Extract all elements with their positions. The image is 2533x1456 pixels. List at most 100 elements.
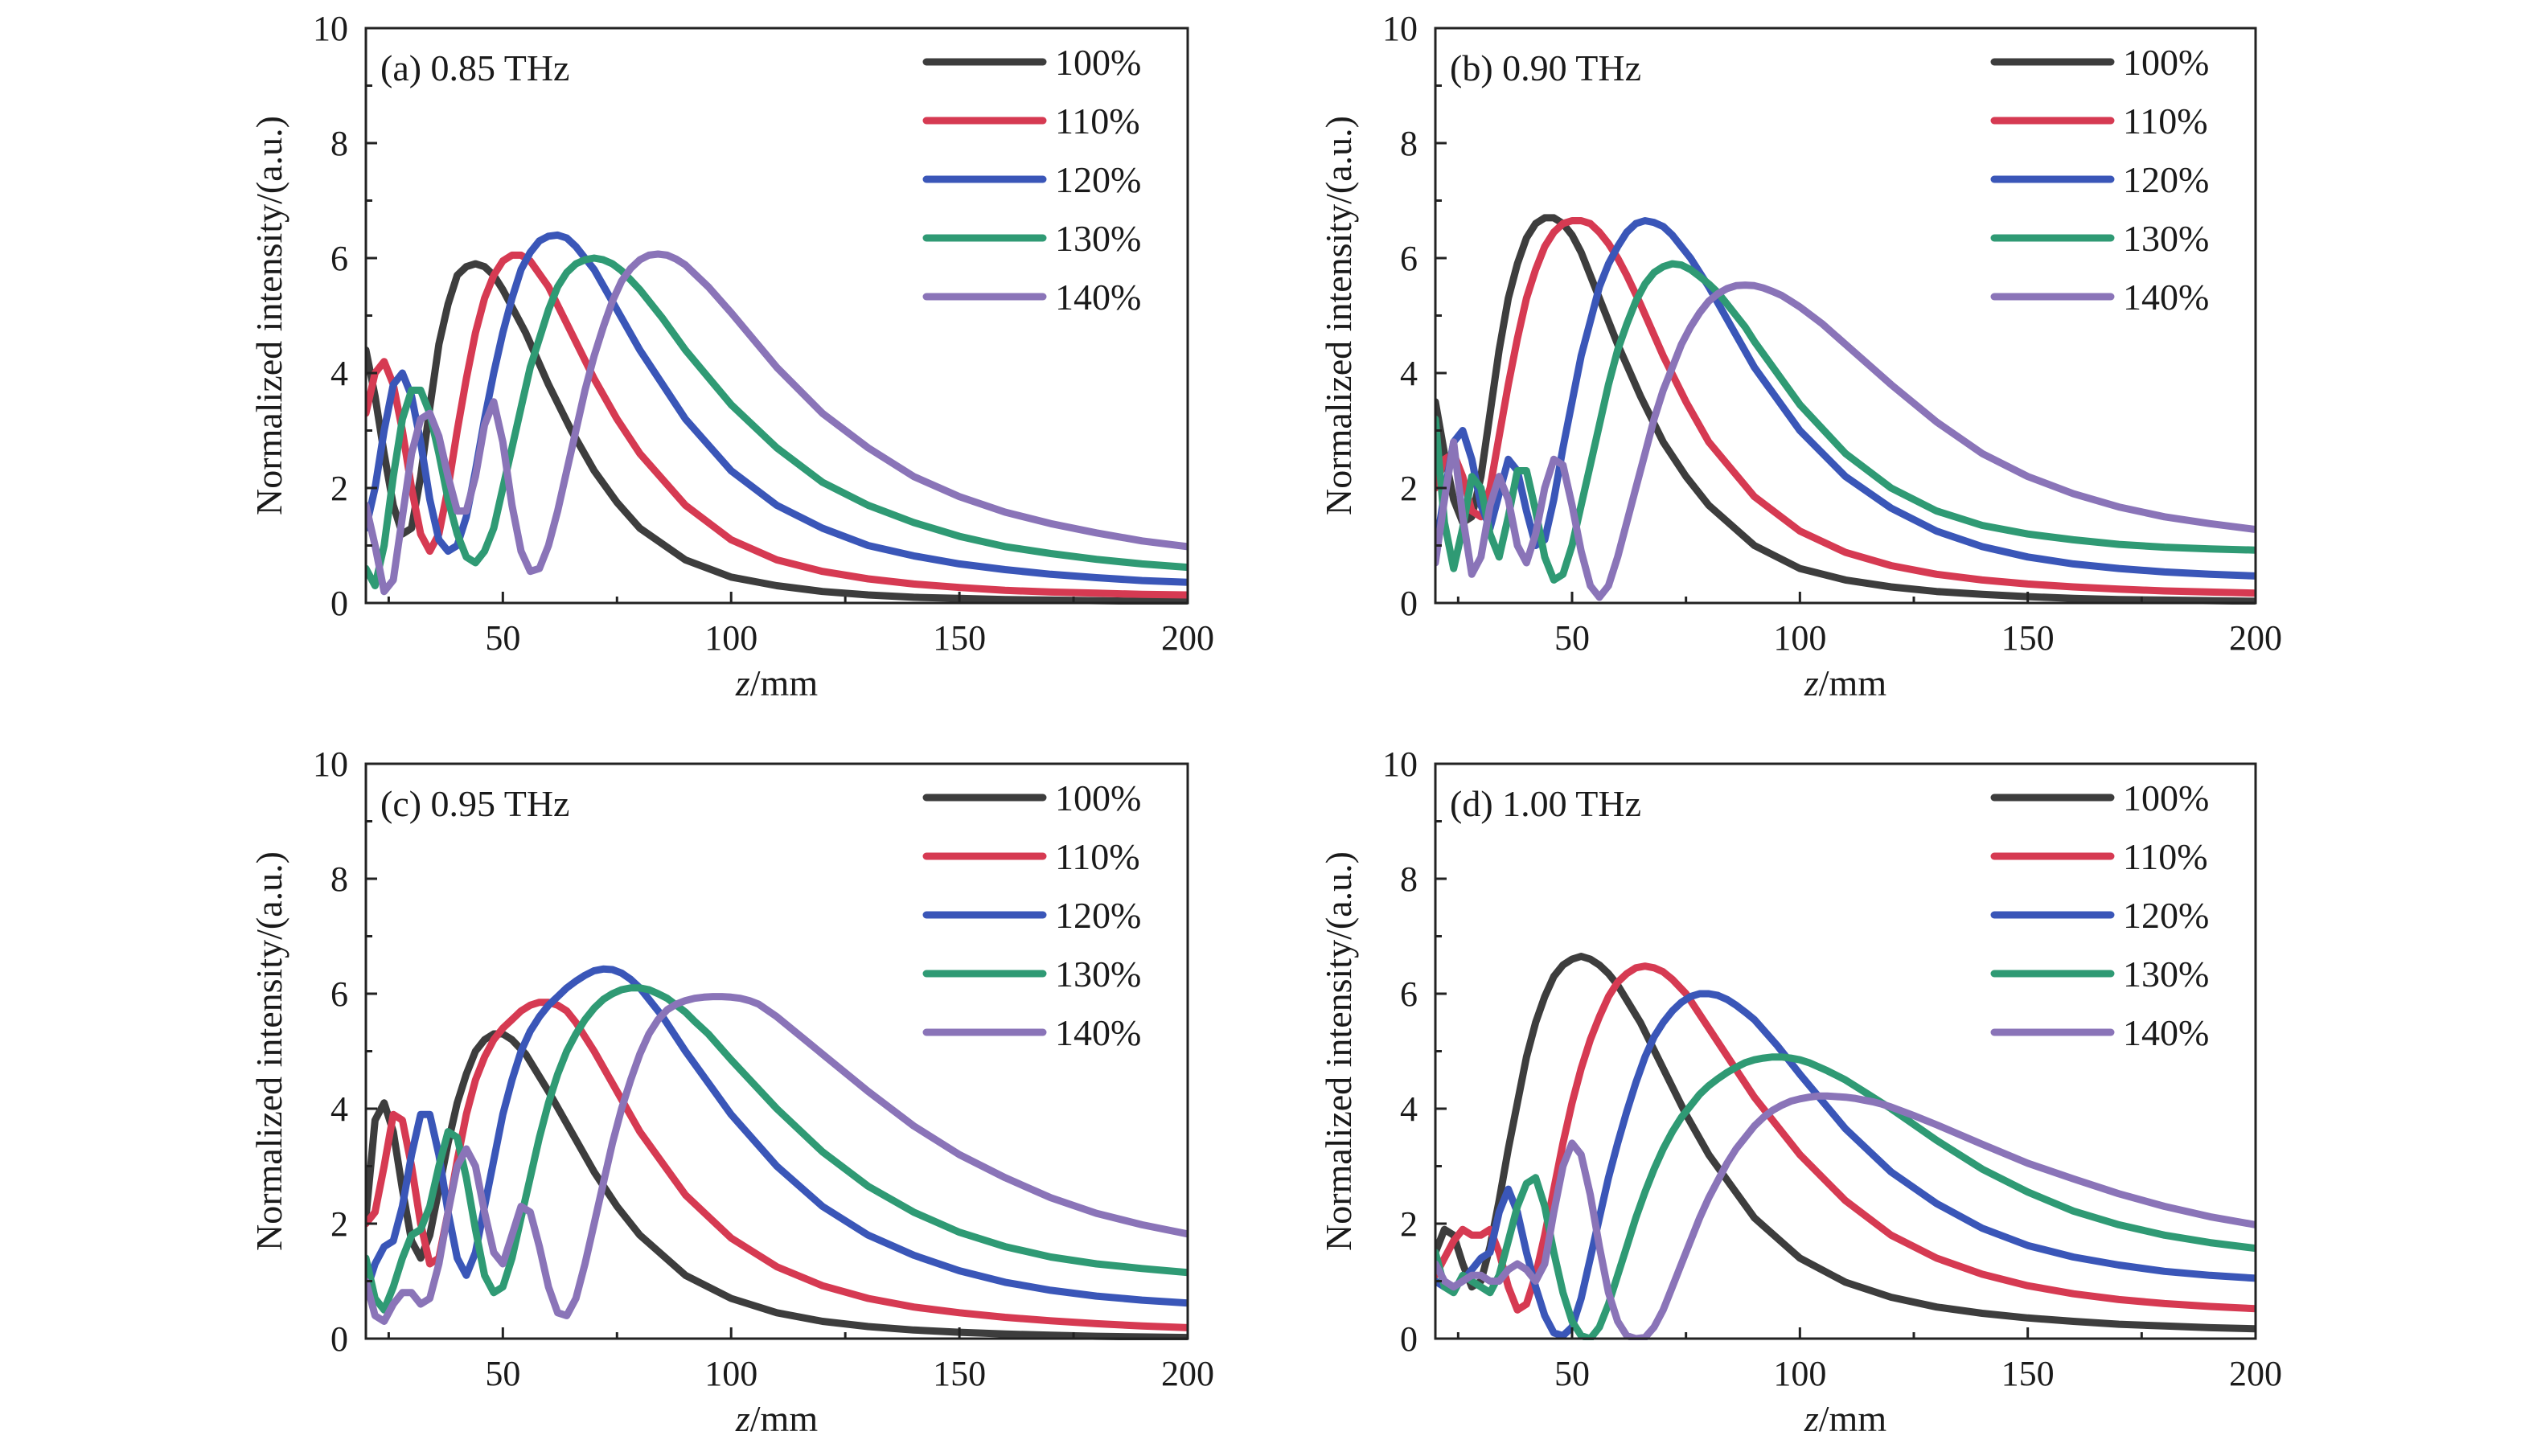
y-tick-label: 10 — [313, 9, 348, 48]
legend-label: 130% — [1055, 954, 1141, 995]
y-tick-label: 2 — [330, 1204, 348, 1244]
x-tick-label: 150 — [2001, 1354, 2055, 1393]
legend-label: 110% — [2123, 100, 2208, 141]
series-line-120pct — [1435, 217, 2256, 580]
panel-title: (a) 0.85 THz — [380, 47, 569, 88]
y-tick-label: 8 — [330, 859, 348, 899]
legend-label: 110% — [1055, 100, 1140, 141]
y-axis-label: Normalized intensity/(a.u.) — [1318, 116, 1359, 515]
y-tick-label: 0 — [330, 1319, 348, 1359]
y-axis-label: Normalized intensity/(a.u.) — [248, 116, 289, 515]
x-tick-label: 50 — [1554, 618, 1590, 658]
legend-label: 120% — [2123, 895, 2209, 936]
legend: 100% 110% 120% 130% 140% — [922, 42, 1141, 318]
y-tick-label: 10 — [1382, 9, 1418, 48]
legend-label: 120% — [1055, 895, 1141, 936]
y-tick-label: 4 — [1400, 354, 1418, 393]
series-line-100pct — [1435, 214, 2256, 605]
y-tick-label: 8 — [330, 124, 348, 163]
series-line-130pct — [1435, 1053, 2256, 1340]
series-line-130pct — [366, 984, 1188, 1314]
series-line-110pct — [1435, 217, 2256, 597]
legend-label: 140% — [2123, 1012, 2209, 1053]
y-tick-label: 0 — [1400, 1319, 1418, 1359]
series-line-140pct — [366, 250, 1188, 596]
y-tick-label: 2 — [330, 469, 348, 508]
x-tick-label: 50 — [485, 618, 520, 658]
x-tick-label: 150 — [933, 618, 986, 658]
legend-label: 100% — [1055, 42, 1141, 83]
y-tick-label: 6 — [330, 974, 348, 1014]
series-line-130pct — [1435, 260, 2256, 584]
x-tick-label: 100 — [704, 1354, 757, 1393]
series-line-120pct — [366, 231, 1188, 586]
y-tick-label: 2 — [1400, 469, 1418, 508]
y-tick-label: 4 — [1400, 1089, 1418, 1129]
x-axis-label: z/mm — [1804, 662, 1886, 703]
chart-panel-1: 0 2 4 6 8 10 50 100 150 200 z/mm Normalized intensi… — [248, 9, 1214, 703]
x-tick-label: 150 — [933, 1354, 986, 1393]
y-tick-label: 10 — [313, 744, 348, 784]
legend-label: 130% — [2123, 954, 2209, 995]
series-line-120pct — [1435, 990, 2256, 1339]
x-axis-label: z/mm — [735, 1398, 818, 1439]
legend-label: 100% — [1055, 777, 1141, 818]
legend-label: 130% — [1055, 218, 1141, 259]
y-tick-label: 2 — [1400, 1204, 1418, 1244]
y-tick-label: 8 — [1400, 124, 1418, 163]
x-tick-label: 100 — [704, 618, 757, 658]
legend: 100% 110% 120% 130% 140% — [1990, 42, 2209, 318]
x-axis-label: z/mm — [1804, 1398, 1886, 1439]
legend: 100% 110% 120% 130% 140% — [922, 777, 1141, 1053]
x-tick-label: 50 — [485, 1354, 520, 1393]
y-tick-label: 8 — [1400, 859, 1418, 899]
legend-label: 100% — [2123, 777, 2209, 818]
series-line-120pct — [366, 965, 1188, 1307]
y-tick-label: 10 — [1382, 744, 1418, 784]
legend-label: 120% — [1055, 159, 1141, 200]
y-tick-label: 6 — [1400, 974, 1418, 1014]
series-line-110pct — [1435, 962, 2256, 1314]
y-tick-label: 6 — [1400, 239, 1418, 278]
legend-label: 130% — [2123, 218, 2209, 259]
series-group — [1435, 214, 2256, 605]
panel-title: (d) 1.00 THz — [1450, 783, 1641, 824]
legend-label: 140% — [2123, 277, 2209, 318]
series-line-140pct — [1435, 281, 2256, 601]
y-tick-label: 0 — [330, 584, 348, 623]
legend-label: 110% — [2123, 836, 2208, 877]
series-line-110pct — [366, 999, 1188, 1331]
series-group — [1435, 953, 2256, 1340]
x-tick-label: 200 — [1161, 1354, 1214, 1393]
series-group — [366, 965, 1188, 1340]
x-tick-label: 200 — [1161, 618, 1214, 658]
legend-label: 100% — [2123, 42, 2209, 83]
x-tick-label: 150 — [2001, 618, 2055, 658]
series-line-140pct — [366, 993, 1188, 1325]
chart-panel-2: 0 2 4 6 8 10 50 100 150 200 z/mm Normalized intensi… — [1318, 9, 2282, 703]
x-tick-label: 100 — [1773, 1354, 1826, 1393]
legend: 100% 110% 120% 130% 140% — [1990, 777, 2209, 1053]
panel-title: (b) 0.90 THz — [1450, 47, 1641, 88]
y-tick-label: 0 — [1400, 584, 1418, 623]
y-axis-label: Normalized intensity/(a.u.) — [1318, 851, 1359, 1251]
y-tick-label: 4 — [330, 1089, 348, 1129]
x-axis-label: z/mm — [735, 662, 818, 703]
series-line-100pct — [366, 1030, 1188, 1340]
panel-title: (c) 0.95 THz — [380, 783, 569, 824]
chart-panel-4: 0 2 4 6 8 10 50 100 150 200 z/mm Normalized intensi… — [1318, 744, 2282, 1439]
chart-panel-3: 0 2 4 6 8 10 50 100 150 200 z/mm Normalized intensi… — [248, 744, 1214, 1439]
y-axis-label: Normalized intensity/(a.u.) — [248, 851, 289, 1251]
y-tick-label: 6 — [330, 239, 348, 278]
x-tick-label: 200 — [2229, 1354, 2282, 1393]
legend-label: 110% — [1055, 836, 1140, 877]
y-tick-label: 4 — [330, 354, 348, 393]
legend-label: 120% — [2123, 159, 2209, 200]
x-tick-label: 50 — [1554, 1354, 1590, 1393]
series-group — [366, 231, 1188, 605]
legend-label: 140% — [1055, 1012, 1141, 1053]
x-tick-label: 100 — [1773, 618, 1826, 658]
series-line-140pct — [1435, 1092, 2256, 1340]
x-tick-label: 200 — [2229, 618, 2282, 658]
